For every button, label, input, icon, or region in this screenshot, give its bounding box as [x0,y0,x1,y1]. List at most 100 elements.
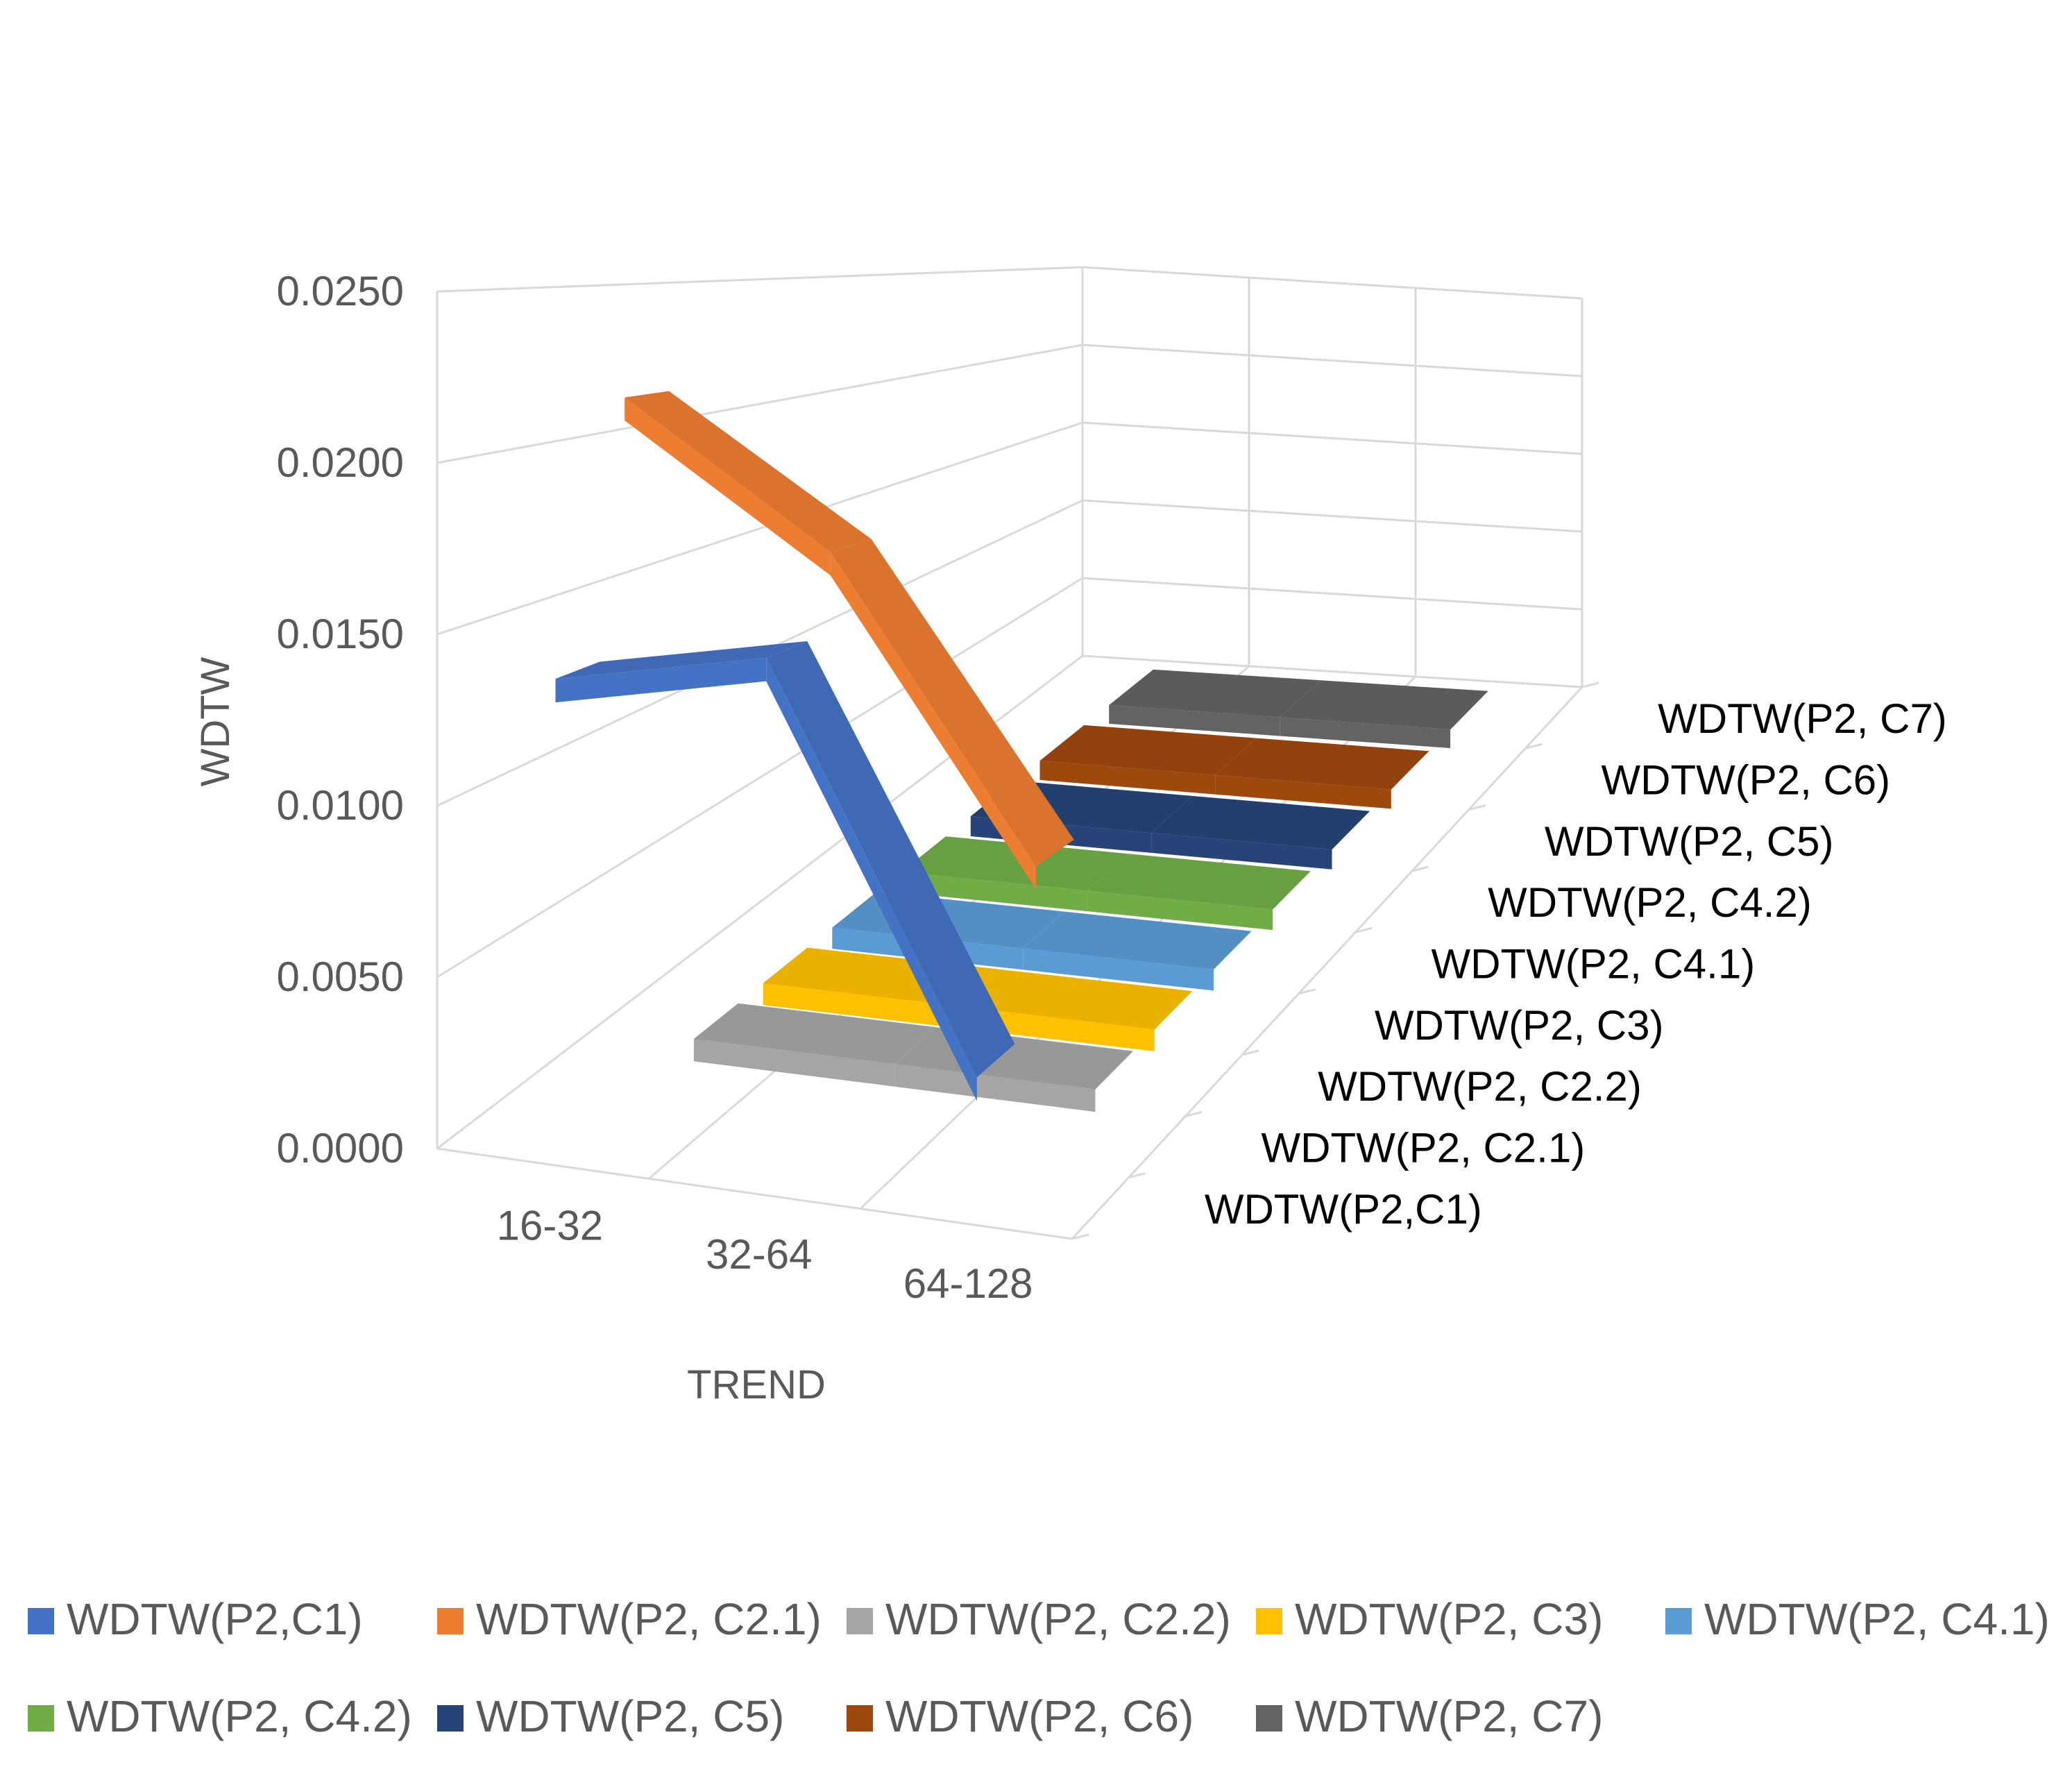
y-tick-label: 0.0250 [276,268,404,314]
legend-item: WDTW(P2, C2.1) [437,1594,822,1644]
legend-label: WDTW(P2, C7) [1295,1691,1603,1741]
ribbon-top [1039,725,1257,775]
depth-axis-label: WDTW(P2, C4.1) [1432,941,1756,988]
ribbon-top [901,836,1128,891]
legend-label: WDTW(P2, C2.1) [476,1594,822,1644]
legend-swatch [1256,1608,1282,1634]
legend-swatch [437,1608,464,1634]
depth-tick [1581,681,1599,688]
ribbon-front [894,1064,1096,1112]
ribbon-top [1023,911,1252,970]
ribbon-front [763,983,959,1028]
ribbon-front [625,397,831,575]
series-ribbon [555,641,1015,1101]
legend-label: WDTW(P2, C6) [885,1691,1194,1741]
ribbon-front [693,1039,895,1087]
ribbon-top [766,641,1015,1078]
ribbon-top [958,969,1193,1030]
legend-item: WDTW(P2, C4.1) [1665,1594,2050,1644]
floor-right-edge [1071,686,1583,1240]
y-axis-title: WDTW [193,657,238,786]
x-axis-title: TREND [687,1362,826,1407]
legend-swatch [1665,1608,1692,1634]
ribbon-top [1109,669,1321,718]
ribbon-front [830,552,1037,890]
gridline [436,266,1583,300]
legend-swatch [28,1608,54,1634]
depth-tick [1298,988,1316,995]
legend-label: WDTW(P2, C3) [1295,1594,1603,1644]
ribbon-top [555,641,808,679]
legend-item: WDTW(P2, C7) [1256,1691,1603,1741]
ribbon-front [1087,890,1273,931]
y-tick-label: 0.0200 [276,439,404,486]
ribbon-top [625,391,872,552]
ribbon-front [958,1006,1155,1051]
legend-swatch [437,1705,464,1732]
x-tick-label: 64-128 [903,1260,1033,1307]
legend-label: WDTW(P2, C2.2) [885,1594,1231,1644]
legend-item: WDTW(P2, C5) [437,1691,784,1741]
y-tick-label: 0.0100 [276,782,404,829]
depth-axis-label: WDTW(P2, C3) [1375,1002,1664,1049]
x-tick-label: 16-32 [497,1202,603,1248]
ribbon-front [1215,774,1391,809]
legend-item: WDTW(P2, C3) [1256,1594,1603,1644]
series-ribbon [1039,725,1429,809]
ribbon-front [1280,717,1451,748]
depth-axis-label: WDTW(P2, C2.1) [1262,1125,1586,1171]
depth-tick [1468,804,1486,811]
depth-axis-label: WDTW(P2, C2.2) [1318,1063,1642,1110]
ribbon-top [1215,738,1429,790]
depth-tick [1525,743,1543,750]
series-ribbon [1109,669,1488,748]
ribbon-top [1280,680,1488,730]
series-ribbon [901,836,1311,931]
legend-label: WDTW(P2, C5) [476,1691,784,1741]
series-ribbon [625,391,1074,890]
depth-tick [1071,1233,1089,1240]
depth-axis-label: WDTW(P2,C1) [1205,1186,1482,1233]
floor-front-edge [436,1147,1073,1240]
depth-tick [1355,926,1373,933]
legend-item: WDTW(P2, C2.2) [847,1594,1231,1644]
depth-axis-label: WDTW(P2, C4.2) [1488,879,1812,926]
legend-item: WDTW(P2, C6) [847,1691,1194,1741]
legend-label: WDTW(P2, C4.2) [67,1691,412,1741]
depth-axis-label: WDTW(P2, C5) [1545,818,1834,865]
ribbon-front [1151,833,1332,870]
legend-swatch [1256,1705,1282,1732]
legend: WDTW(P2,C1) WDTW(P2, C2.1) WDTW(P2, C2.2) W… [28,1594,2050,1741]
ribbon-front [555,657,767,703]
gridline [436,421,1583,636]
depth-tick [1184,1110,1203,1117]
depth-tick [1411,865,1429,872]
depth-axis-label: WDTW(P2, C6) [1602,757,1891,804]
y-tick-label: 0.0150 [276,611,404,657]
ribbon-front [901,872,1087,912]
legend-swatch [847,1705,873,1732]
series-ribbons [555,391,1488,1112]
legend-item: WDTW(P2, C4.2) [28,1691,412,1741]
ribbon-front [1023,948,1214,991]
ribbon-top [830,539,1074,867]
ribbon-front [766,657,977,1101]
legend-label: WDTW(P2,C1) [67,1594,363,1644]
x-tick-labels: 16-32 32-64 64-128 [497,1202,1033,1307]
ribbon-top [1087,854,1311,910]
legend-swatch [847,1608,873,1634]
legend-label: WDTW(P2, C4.1) [1704,1594,2050,1644]
x-tick-label: 32-64 [706,1231,812,1278]
depth-axis-labels: WDTW(P2,C1) WDTW(P2, C2.1) WDTW(P2, C2.2) W… [1205,695,1947,1233]
y-tick-label: 0.0000 [276,1125,404,1171]
ribbon-front [1039,761,1216,795]
depth-tick [1128,1172,1146,1179]
y-tick-labels: 0.0000 0.0050 0.0100 0.0150 0.0200 0.0250 [276,268,404,1171]
legend-swatch [28,1705,54,1732]
y-tick-label: 0.0050 [276,954,404,1000]
ribbon-top [693,1003,936,1065]
ribbon-top [1151,795,1370,850]
depth-axis-label: WDTW(P2, C7) [1658,695,1947,742]
